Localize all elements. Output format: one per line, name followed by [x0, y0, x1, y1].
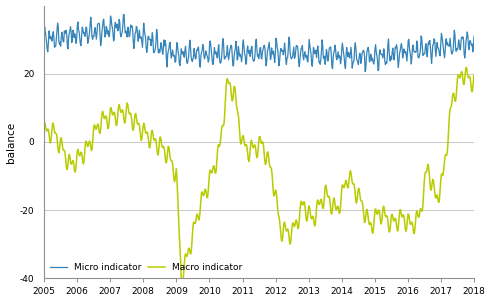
Micro indicator: [147, 38, 153, 41]
Micro indicator: [41, 30, 47, 33]
Micro indicator: [178, 57, 184, 60]
Macro indicator: [180, 283, 186, 286]
Micro indicator: [377, 48, 383, 52]
Macro indicator: [177, 246, 183, 249]
Macro indicator: [41, 123, 47, 127]
Line: Micro indicator: Micro indicator: [44, 14, 474, 72]
Micro indicator: [362, 70, 368, 73]
Legend: Micro indicator, Macro indicator: Micro indicator, Macro indicator: [49, 261, 244, 274]
Line: Macro indicator: Macro indicator: [44, 68, 474, 284]
Micro indicator: [163, 44, 169, 47]
Micro indicator: [471, 35, 477, 38]
Macro indicator: [163, 156, 168, 159]
Macro indicator: [429, 181, 435, 185]
Macro indicator: [146, 146, 152, 149]
Y-axis label: balance: balance: [5, 121, 16, 162]
Macro indicator: [463, 66, 469, 69]
Micro indicator: [121, 13, 127, 16]
Macro indicator: [471, 73, 477, 77]
Macro indicator: [324, 191, 330, 195]
Macro indicator: [376, 209, 382, 212]
Micro indicator: [430, 43, 436, 47]
Micro indicator: [324, 50, 330, 54]
